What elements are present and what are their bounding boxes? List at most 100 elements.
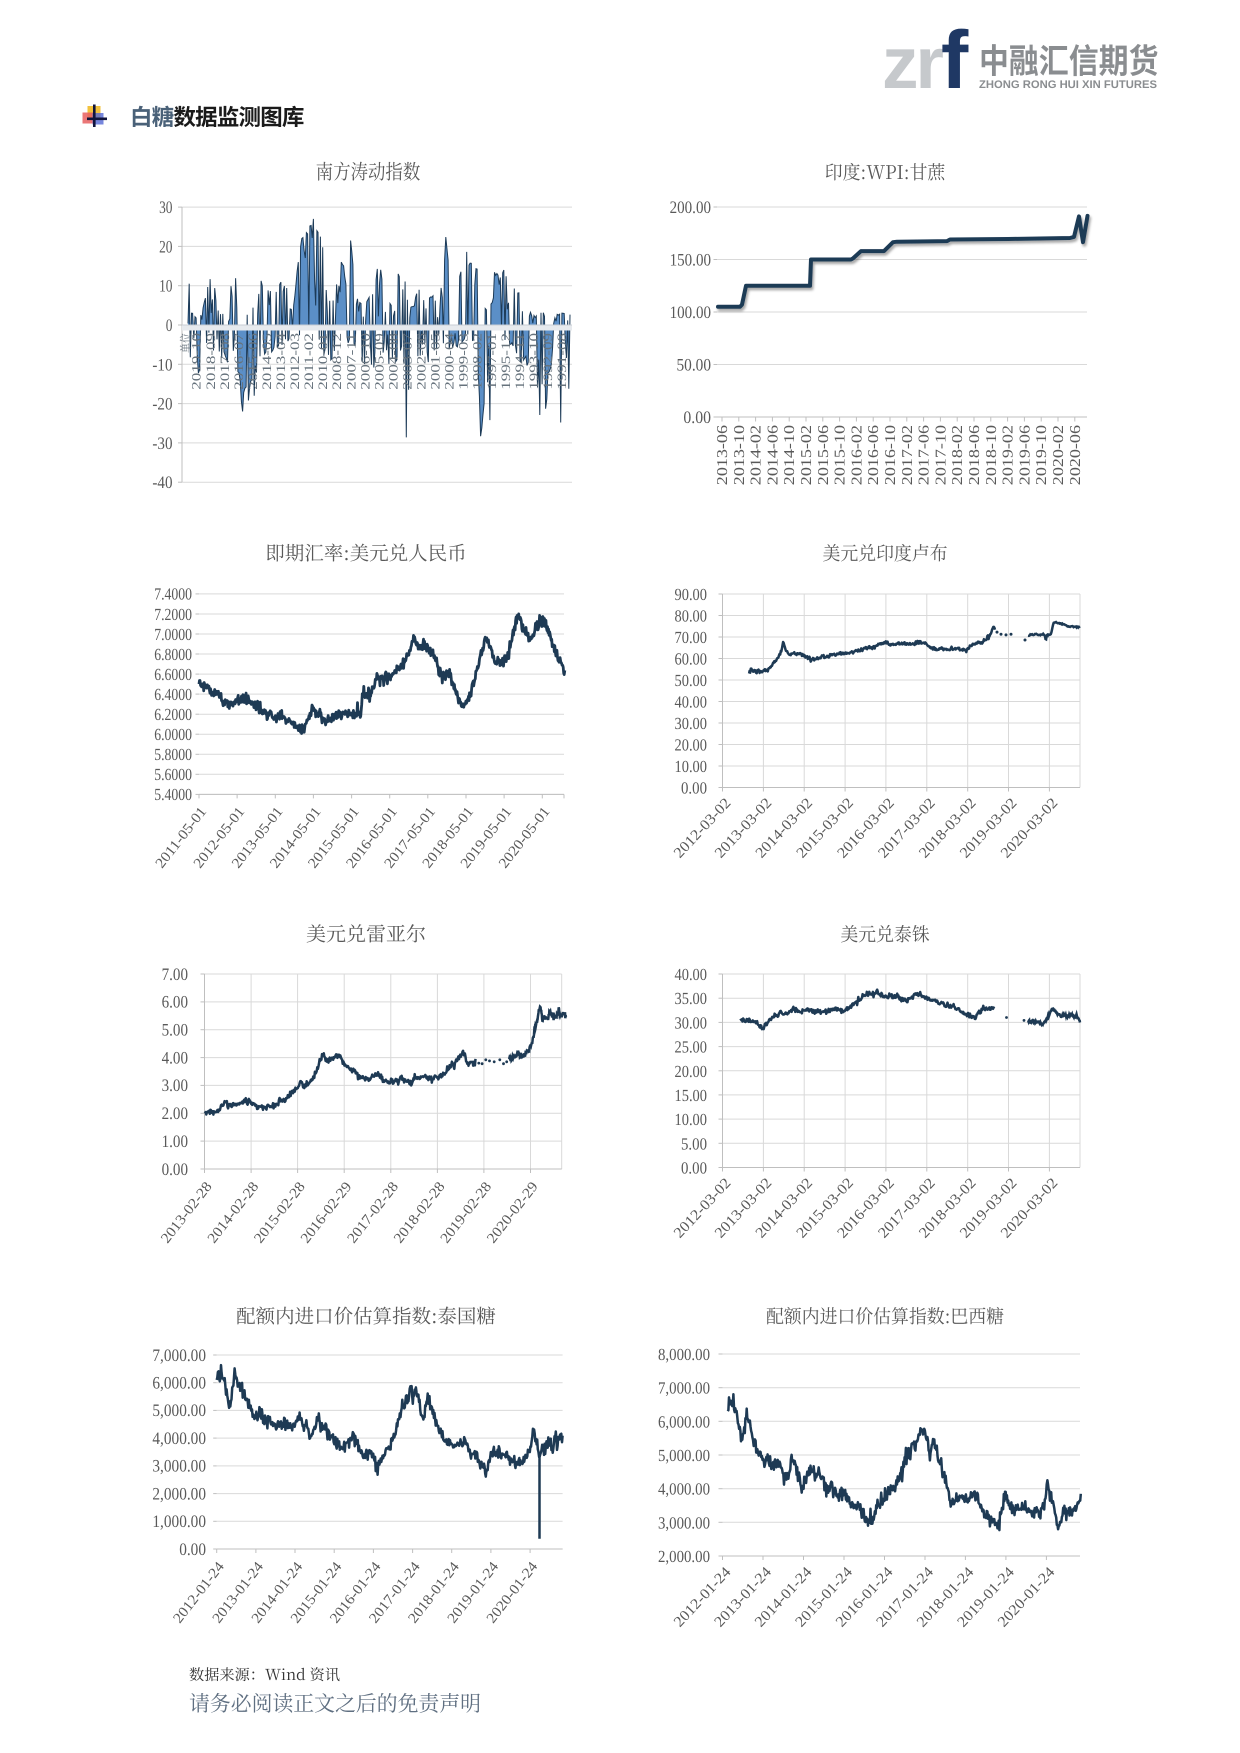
svg-text:2006-10: 2006-10 <box>358 333 372 390</box>
svg-text:6.0000: 6.0000 <box>154 725 192 744</box>
svg-text:2014-02: 2014-02 <box>749 425 765 485</box>
svg-text:3,000.00: 3,000.00 <box>658 1513 710 1532</box>
svg-text:2014-10: 2014-10 <box>782 425 798 485</box>
svg-text:10: 10 <box>159 276 173 296</box>
svg-text:7.2000: 7.2000 <box>154 605 192 624</box>
svg-text:2003-07: 2003-07 <box>400 332 414 389</box>
svg-text:2005-09: 2005-09 <box>372 333 386 390</box>
svg-text:2014-06: 2014-06 <box>765 424 781 485</box>
svg-text:3,000.00: 3,000.00 <box>152 1456 206 1476</box>
svg-text:4.00: 4.00 <box>162 1047 189 1067</box>
svg-text:2013-04: 2013-04 <box>274 332 288 389</box>
svg-text:2019-06: 2019-06 <box>1017 424 1033 485</box>
svg-text:-20: -20 <box>152 394 172 414</box>
svg-text:f: f <box>941 15 969 106</box>
svg-text:100.00: 100.00 <box>670 302 712 322</box>
svg-text:1999-03: 1999-03 <box>457 333 471 390</box>
svg-text:2,000.00: 2,000.00 <box>152 1483 206 1503</box>
svg-text:7.00: 7.00 <box>162 964 189 984</box>
svg-text:80.00: 80.00 <box>675 607 708 626</box>
svg-text:6.8000: 6.8000 <box>154 645 192 664</box>
svg-text:1995-12: 1995-12 <box>499 333 513 390</box>
svg-text:50.00: 50.00 <box>677 355 712 375</box>
svg-text:1992-09: 1992-09 <box>541 333 555 390</box>
svg-text:2017-10: 2017-10 <box>933 425 949 485</box>
svg-text:1,000.00: 1,000.00 <box>152 1511 206 1531</box>
svg-text:2017-06: 2017-06 <box>917 424 933 485</box>
svg-text:8,000.00: 8,000.00 <box>658 1345 710 1364</box>
svg-text:6.2000: 6.2000 <box>154 705 192 724</box>
svg-text:1997-01: 1997-01 <box>485 333 499 390</box>
svg-text:0.00: 0.00 <box>681 1159 707 1178</box>
svg-text:0: 0 <box>166 315 173 335</box>
svg-text:-40: -40 <box>152 472 172 492</box>
svg-text:2015-10: 2015-10 <box>833 425 849 485</box>
svg-text:20.00: 20.00 <box>675 1062 708 1081</box>
svg-text:6.00: 6.00 <box>162 992 189 1012</box>
svg-text:2,000.00: 2,000.00 <box>658 1547 710 1566</box>
svg-text:5.00: 5.00 <box>681 1134 707 1153</box>
svg-text:2001-05: 2001-05 <box>429 333 443 390</box>
svg-text:2018-09: 2018-09 <box>204 333 218 390</box>
svg-text:50.00: 50.00 <box>675 671 708 690</box>
svg-text:6.4000: 6.4000 <box>154 685 192 704</box>
svg-text:0.00: 0.00 <box>683 407 711 427</box>
svg-text:150.00: 150.00 <box>670 250 712 270</box>
svg-text:2004-08: 2004-08 <box>386 333 400 390</box>
svg-text:0.00: 0.00 <box>162 1159 189 1179</box>
svg-text:7,000.00: 7,000.00 <box>152 1345 206 1365</box>
svg-text:2018-10: 2018-10 <box>984 425 1000 485</box>
svg-text:2019-02: 2019-02 <box>1001 425 1017 485</box>
svg-text:30.00: 30.00 <box>675 714 708 733</box>
svg-text:35.00: 35.00 <box>675 989 708 1008</box>
svg-text:2014-05: 2014-05 <box>260 333 274 390</box>
svg-text:1991-08: 1991-08 <box>555 333 569 390</box>
svg-text:2020-02: 2020-02 <box>1051 425 1067 485</box>
svg-text:2011-02: 2011-02 <box>302 333 316 390</box>
svg-text:2012-03: 2012-03 <box>288 333 302 390</box>
svg-text:30.00: 30.00 <box>675 1013 708 1032</box>
svg-text:7.0000: 7.0000 <box>154 625 192 644</box>
svg-text:2019-10: 2019-10 <box>1034 425 1050 485</box>
svg-text:2015-02: 2015-02 <box>799 425 815 485</box>
svg-text:5.00: 5.00 <box>162 1020 189 1040</box>
svg-text:5.6000: 5.6000 <box>154 765 192 784</box>
svg-text:40.00: 40.00 <box>675 965 708 984</box>
svg-text:7,000.00: 7,000.00 <box>658 1379 710 1398</box>
svg-text:2015-06: 2015-06 <box>816 424 832 485</box>
svg-text:5.4000: 5.4000 <box>154 785 192 804</box>
svg-text:1993-10: 1993-10 <box>527 333 541 390</box>
svg-text:2020-06: 2020-06 <box>1068 424 1084 485</box>
svg-text:2.00: 2.00 <box>162 1103 189 1123</box>
svg-text:2017-02: 2017-02 <box>900 425 916 485</box>
svg-text:90.00: 90.00 <box>675 585 708 604</box>
svg-text:6.6000: 6.6000 <box>154 665 192 684</box>
svg-text:2018-06: 2018-06 <box>967 424 983 485</box>
svg-text:-10: -10 <box>152 354 172 374</box>
svg-text:2013-10: 2013-10 <box>732 425 748 485</box>
svg-text:0.00: 0.00 <box>681 779 707 798</box>
svg-text:zr: zr <box>882 23 944 104</box>
svg-text:4,000.00: 4,000.00 <box>152 1428 206 1448</box>
svg-text:2013-06: 2013-06 <box>715 424 731 485</box>
svg-text:40.00: 40.00 <box>675 693 708 712</box>
svg-text:2016-02: 2016-02 <box>849 425 865 485</box>
svg-text:1994-11: 1994-11 <box>513 333 527 390</box>
svg-text:0.00: 0.00 <box>179 1539 206 1559</box>
svg-text:2019-10: 2019-10 <box>190 333 204 390</box>
svg-text:5,000.00: 5,000.00 <box>152 1400 206 1420</box>
svg-text:6,000.00: 6,000.00 <box>152 1373 206 1393</box>
svg-text:5,000.00: 5,000.00 <box>658 1446 710 1465</box>
svg-text:20: 20 <box>159 236 173 256</box>
svg-text:2008-12: 2008-12 <box>330 333 344 390</box>
svg-text:1.00: 1.00 <box>162 1131 189 1151</box>
svg-text:2002-06: 2002-06 <box>415 332 429 389</box>
svg-text:2017-08: 2017-08 <box>218 333 232 390</box>
svg-text:5.8000: 5.8000 <box>154 745 192 764</box>
svg-text:200.00: 200.00 <box>670 197 712 217</box>
svg-text:25.00: 25.00 <box>675 1038 708 1057</box>
svg-text:2007-11: 2007-11 <box>344 333 358 390</box>
svg-text:2000-04: 2000-04 <box>443 332 457 389</box>
svg-text:70.00: 70.00 <box>675 628 708 647</box>
svg-text:-30: -30 <box>152 433 172 453</box>
